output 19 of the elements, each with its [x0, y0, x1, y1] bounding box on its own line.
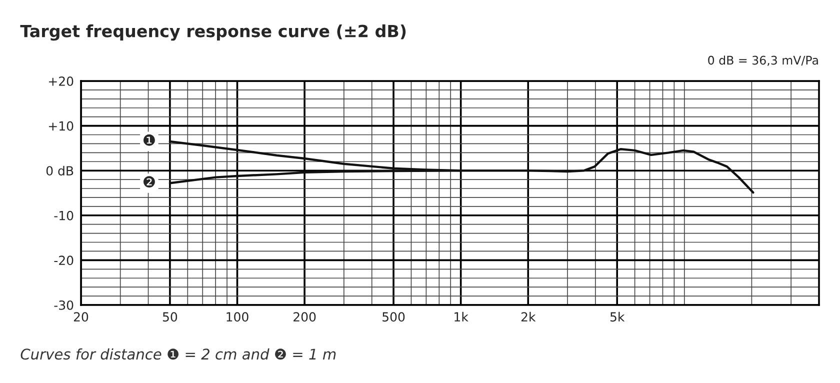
- y-tick-label: -30: [54, 300, 74, 310]
- series-label: ❶: [143, 134, 155, 146]
- y-tick-label: +10: [48, 121, 74, 131]
- text: 0 dB = 36,3 mV/Pa: [708, 56, 818, 66]
- chart-title: Target frequency response curve (±2 dB): [20, 24, 406, 41]
- y-tick-label: 0 dB: [46, 166, 74, 176]
- x-tick-label: 5k: [610, 312, 625, 322]
- x-tick-label: 20: [74, 312, 88, 322]
- x-tick-label: 500: [382, 312, 405, 322]
- text: Curves for distance ❶ = 2 cm and ❷ = 1 m: [20, 348, 336, 360]
- x-tick-label: 1k: [454, 312, 468, 322]
- y-tick-label: +20: [48, 76, 74, 86]
- series-label: ❷: [143, 176, 155, 188]
- y-tick-label: -10: [54, 210, 74, 220]
- x-tick-label: 50: [162, 312, 178, 322]
- x-tick-label: 100: [226, 312, 248, 322]
- x-tick-label: 200: [294, 312, 316, 322]
- x-tick-label: 2k: [521, 312, 536, 322]
- y-tick-label: -20: [54, 256, 74, 266]
